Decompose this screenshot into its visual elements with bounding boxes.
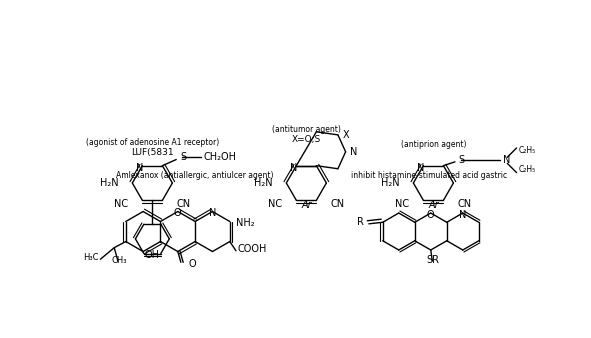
- Text: CN: CN: [176, 199, 190, 209]
- Text: X: X: [343, 130, 349, 140]
- Text: Amlexanox (antiallergic, antiulcer agent): Amlexanox (antiallergic, antiulcer agent…: [116, 171, 274, 180]
- Text: H₂N: H₂N: [254, 178, 272, 188]
- Text: NH₂: NH₂: [236, 218, 255, 228]
- Text: Ar: Ar: [301, 199, 311, 210]
- Text: (antitumor agent): (antitumor agent): [272, 125, 341, 135]
- Text: O: O: [427, 210, 434, 220]
- Text: S: S: [180, 152, 186, 162]
- Text: N: N: [209, 209, 216, 218]
- Text: C₂H₅: C₂H₅: [519, 146, 536, 155]
- Text: NC: NC: [395, 199, 410, 209]
- Text: LUF(5831: LUF(5831: [131, 148, 174, 157]
- Text: NC: NC: [114, 199, 128, 209]
- Text: (agonist of adenosine A1 receptor): (agonist of adenosine A1 receptor): [86, 139, 219, 147]
- Text: N: N: [135, 163, 143, 173]
- Text: CH₃: CH₃: [111, 256, 126, 265]
- Text: COOH: COOH: [238, 244, 267, 254]
- Text: H₃C: H₃C: [83, 253, 99, 262]
- Text: X=O;S: X=O;S: [292, 135, 321, 144]
- Text: SR: SR: [427, 256, 440, 265]
- Text: S: S: [458, 155, 464, 165]
- Text: CN: CN: [457, 199, 472, 209]
- Text: CN: CN: [330, 199, 345, 209]
- Text: CH₂OH: CH₂OH: [203, 152, 236, 162]
- Text: O: O: [174, 209, 181, 218]
- Text: N: N: [350, 147, 358, 157]
- Text: NC: NC: [268, 199, 282, 209]
- Text: Ar: Ar: [428, 199, 439, 210]
- Text: N: N: [459, 210, 466, 220]
- Text: H₂N: H₂N: [100, 178, 118, 188]
- Text: R: R: [358, 217, 364, 227]
- Text: H₂N: H₂N: [381, 178, 400, 188]
- Text: OH: OH: [145, 250, 160, 260]
- Text: N: N: [417, 163, 424, 173]
- Text: inhibit histamine-stimulated acid gastric: inhibit histamine-stimulated acid gastri…: [352, 171, 508, 180]
- Text: C₂H₅: C₂H₅: [519, 165, 536, 174]
- Text: (antiprion agent): (antiprion agent): [401, 140, 466, 149]
- Text: N: N: [503, 155, 510, 165]
- Text: O: O: [189, 259, 196, 269]
- Text: N: N: [290, 163, 297, 173]
